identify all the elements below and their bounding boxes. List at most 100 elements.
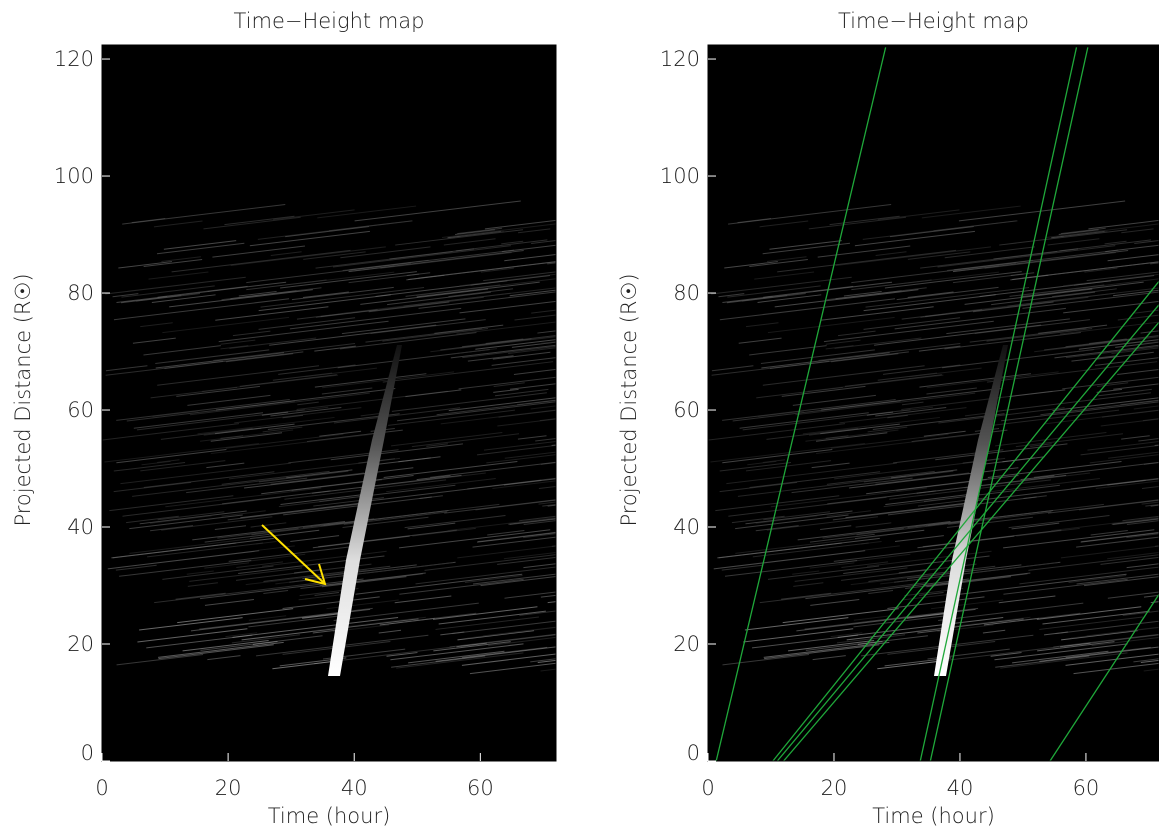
texture-streak xyxy=(389,248,474,260)
track-line xyxy=(715,47,887,761)
texture-streak xyxy=(829,215,900,226)
texture-streak xyxy=(332,245,511,268)
arrow-head xyxy=(304,563,327,586)
texture-streak xyxy=(541,341,556,344)
texture-streak xyxy=(494,388,549,397)
texture-streak xyxy=(220,339,256,345)
texture-streak xyxy=(1022,291,1159,309)
y-tick-label: 120 xyxy=(54,47,94,71)
texture-streak xyxy=(812,655,846,661)
texture-streak xyxy=(416,281,540,298)
texture-streak xyxy=(1121,228,1154,234)
texture-streak xyxy=(728,204,892,225)
texture-streak xyxy=(232,616,399,638)
texture-streak xyxy=(1087,441,1159,451)
texture-streak xyxy=(143,471,275,488)
track-line xyxy=(776,304,1159,761)
texture-streak xyxy=(212,245,306,258)
texture-streak xyxy=(426,443,448,447)
texture-streak xyxy=(171,249,351,273)
texture-streak xyxy=(236,561,284,568)
texture-streak xyxy=(739,412,869,429)
texture-streak xyxy=(115,564,157,571)
texture-streak xyxy=(766,516,879,531)
texture-streak xyxy=(987,460,1122,478)
texture-streak xyxy=(1108,451,1159,459)
texture-streak xyxy=(132,337,176,344)
texture-streak xyxy=(312,629,339,634)
texture-streak xyxy=(408,650,505,664)
texture-streak xyxy=(225,353,294,363)
texture-streak xyxy=(263,590,289,594)
texture-streak xyxy=(971,479,1146,502)
texture-streak xyxy=(762,365,925,386)
texture-streak xyxy=(964,412,988,417)
cme-streak xyxy=(328,345,402,676)
texture-streak xyxy=(204,598,255,606)
texture-streak xyxy=(248,615,343,628)
texture-streak xyxy=(330,443,463,461)
texture-streak xyxy=(845,502,967,519)
texture-streak xyxy=(509,518,556,526)
texture-streak xyxy=(531,239,556,244)
texture-streak xyxy=(1003,529,1155,549)
texture-streak xyxy=(340,246,431,259)
texture-streak xyxy=(708,423,846,441)
texture-streak xyxy=(514,314,556,321)
texture-streak xyxy=(759,582,928,604)
texture-streak xyxy=(240,502,362,519)
y-tick-label: 100 xyxy=(660,164,700,188)
occulter xyxy=(102,677,556,761)
x-tick-label: 40 xyxy=(947,776,974,800)
texture-streak xyxy=(1011,522,1060,530)
texture-streak xyxy=(1083,576,1159,587)
texture-streak xyxy=(519,515,556,522)
texture-streak xyxy=(203,216,301,230)
texture-streak xyxy=(485,338,524,345)
texture-streak xyxy=(930,599,1004,610)
texture-streak xyxy=(355,573,523,595)
texture-streak xyxy=(314,592,340,596)
texture-streak xyxy=(229,337,317,349)
texture-streak xyxy=(497,556,556,565)
texture-streak xyxy=(1133,405,1159,410)
texture-streak xyxy=(933,220,1017,232)
texture-streak xyxy=(830,433,949,449)
texture-streak xyxy=(1062,376,1159,390)
texture-streak xyxy=(728,496,887,517)
texture-streak xyxy=(457,630,535,641)
texture-streak xyxy=(249,230,370,247)
texture-streak xyxy=(270,472,365,485)
texture-streak xyxy=(993,248,1079,260)
texture-streak xyxy=(880,562,1058,585)
texture-streak xyxy=(820,525,852,530)
texture-streak xyxy=(290,535,340,543)
texture-streak xyxy=(758,410,805,417)
texture-streak xyxy=(737,475,907,497)
y-tick-label: 0 xyxy=(81,741,94,765)
texture-streak xyxy=(772,290,814,297)
texture-streak xyxy=(866,550,992,567)
y-tick-label: 20 xyxy=(673,632,700,656)
texture-streak xyxy=(999,229,1128,246)
texture-streak xyxy=(1038,324,1108,334)
texture-streak xyxy=(399,578,524,595)
texture-streak xyxy=(234,407,362,424)
texture-streak xyxy=(175,592,226,600)
texture-streak xyxy=(162,565,274,580)
texture-streak xyxy=(492,351,551,360)
texture-streak xyxy=(825,345,854,350)
x-tick-label: 40 xyxy=(341,776,368,800)
texture-streak xyxy=(1122,610,1159,616)
texture-streak xyxy=(386,478,496,493)
x-tick-label: 60 xyxy=(1073,776,1100,800)
texture-streak xyxy=(917,629,943,634)
texture-streak xyxy=(262,426,303,433)
texture-streak xyxy=(483,440,556,451)
texture-streak xyxy=(1064,230,1108,237)
texture-streak xyxy=(974,319,1090,334)
texture-streak xyxy=(406,274,445,281)
texture-streak xyxy=(907,251,971,260)
texture-streak xyxy=(299,271,395,285)
texture-streak xyxy=(1036,606,1142,620)
